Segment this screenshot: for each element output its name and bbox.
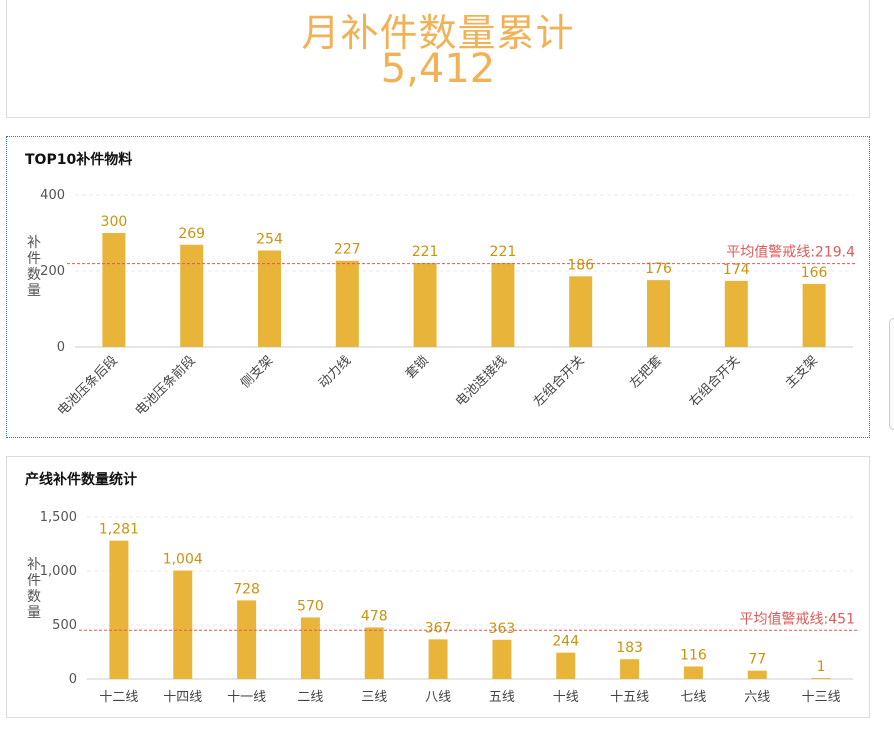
bar: [569, 276, 593, 347]
side-scroll-handle[interactable]: [889, 318, 894, 430]
bar: [335, 260, 359, 347]
bar: [811, 678, 831, 679]
bar-value-label: 244: [552, 634, 579, 650]
bar: [724, 280, 748, 347]
y-tick-label: 1,500: [40, 510, 77, 525]
bar-value-label: 300: [101, 214, 128, 230]
bar: [300, 617, 320, 679]
bar: [413, 263, 437, 347]
x-tick-label: 八线: [425, 690, 451, 705]
bar: [747, 670, 767, 679]
x-tick-label: 二线: [297, 690, 323, 705]
x-tick-label: 十二线: [99, 690, 138, 705]
y-tick-label: 200: [40, 264, 65, 279]
monthly-total-title: 月补件数量累计: [301, 11, 575, 55]
bar: [802, 283, 826, 347]
x-tick-label: 十四线: [163, 690, 202, 705]
top10-materials-card: TOP10补件物料 0 200 400 补件数量 300 电池压条后段 269 电池压条前段 2…: [6, 136, 870, 438]
line-stats-card: 产线补件数量统计 0 500 1,000 1,500 补件数量 1,281 十二线 1,004…: [6, 456, 870, 718]
monthly-total-card: 月补件数量累计 5,412: [6, 0, 870, 118]
bar: [683, 666, 703, 679]
bar: [364, 627, 384, 679]
bar-value-label: 367: [425, 620, 452, 636]
x-tick-label: 七线: [680, 690, 706, 705]
bar: [180, 244, 204, 347]
x-tick-label: 左把套: [626, 353, 665, 392]
bar-value-label: 176: [645, 261, 672, 277]
bar-value-label: 478: [361, 608, 388, 624]
y-tick-label: 500: [52, 618, 77, 633]
bar-value-label: 1: [817, 659, 826, 675]
x-tick-label: 动力线: [316, 353, 354, 391]
bar: [428, 639, 448, 679]
bar-value-label: 221: [490, 244, 517, 260]
x-tick-label: 十一线: [227, 690, 266, 705]
bar-value-label: 1,004: [163, 552, 203, 568]
y-tick-label: 400: [40, 188, 65, 203]
bar: [109, 540, 129, 679]
x-tick-label: 五线: [489, 690, 515, 705]
x-tick-label: 电池压条前段: [132, 353, 198, 419]
y-tick-label: 0: [57, 340, 65, 355]
top10-chart-title: TOP10补件物料: [25, 152, 133, 168]
y-tick-label: 0: [69, 672, 77, 687]
y-axis-title: 补件数量: [27, 557, 41, 621]
threshold-label: 平均值警戒线:451: [740, 611, 855, 627]
line-bar-chart: 0 500 1,000 1,500 补件数量 1,281 十二线 1,004 十四线 728 十一线…: [27, 510, 857, 705]
bar: [492, 639, 512, 679]
bar: [620, 659, 640, 679]
x-tick-label: 六线: [744, 690, 770, 705]
bar-value-label: 570: [297, 598, 324, 614]
x-tick-label: 十三线: [802, 690, 841, 705]
bar-value-label: 166: [801, 265, 828, 281]
bar-value-label: 77: [748, 652, 766, 668]
x-tick-label: 十五线: [610, 690, 649, 705]
bar-value-label: 186: [567, 257, 594, 273]
line-chart-title: 产线补件数量统计: [25, 472, 137, 488]
bar: [491, 263, 515, 347]
bar-value-label: 1,281: [99, 522, 139, 538]
x-tick-label: 右组合开关: [687, 353, 744, 410]
bar-value-label: 269: [178, 226, 205, 242]
top10-bar-chart: 0 200 400 补件数量 300 电池压条后段 269 电池压条前段 254 侧支架 227 动力…: [27, 188, 857, 419]
x-tick-label: 套锁: [402, 353, 432, 383]
x-tick-label: 电池压条后段: [54, 353, 120, 419]
bar-value-label: 363: [489, 621, 516, 637]
x-tick-label: 电池连接线: [452, 353, 509, 410]
x-tick-label: 侧支架: [238, 353, 276, 391]
y-tick-label: 1,000: [40, 564, 77, 579]
bar: [237, 600, 257, 679]
bar-value-label: 221: [412, 244, 439, 260]
bar-value-label: 227: [334, 242, 361, 258]
bar: [173, 570, 193, 679]
bar-value-label: 174: [723, 262, 750, 278]
x-tick-label: 三线: [361, 690, 387, 705]
threshold-label: 平均值警戒线:219.4: [726, 245, 855, 261]
bar: [647, 280, 670, 347]
y-axis-title: 补件数量: [27, 235, 41, 299]
x-tick-label: 主支架: [783, 353, 821, 391]
bar-value-label: 183: [616, 640, 643, 656]
x-tick-label: 左组合开关: [531, 353, 588, 410]
bar-value-label: 116: [680, 647, 707, 663]
bar-value-label: 728: [233, 581, 260, 597]
bar: [102, 233, 126, 347]
monthly-total-value: 5,412: [380, 46, 496, 92]
bar: [258, 250, 281, 347]
bar: [556, 652, 576, 679]
x-tick-label: 十线: [553, 690, 579, 705]
bar-value-label: 254: [256, 231, 283, 247]
